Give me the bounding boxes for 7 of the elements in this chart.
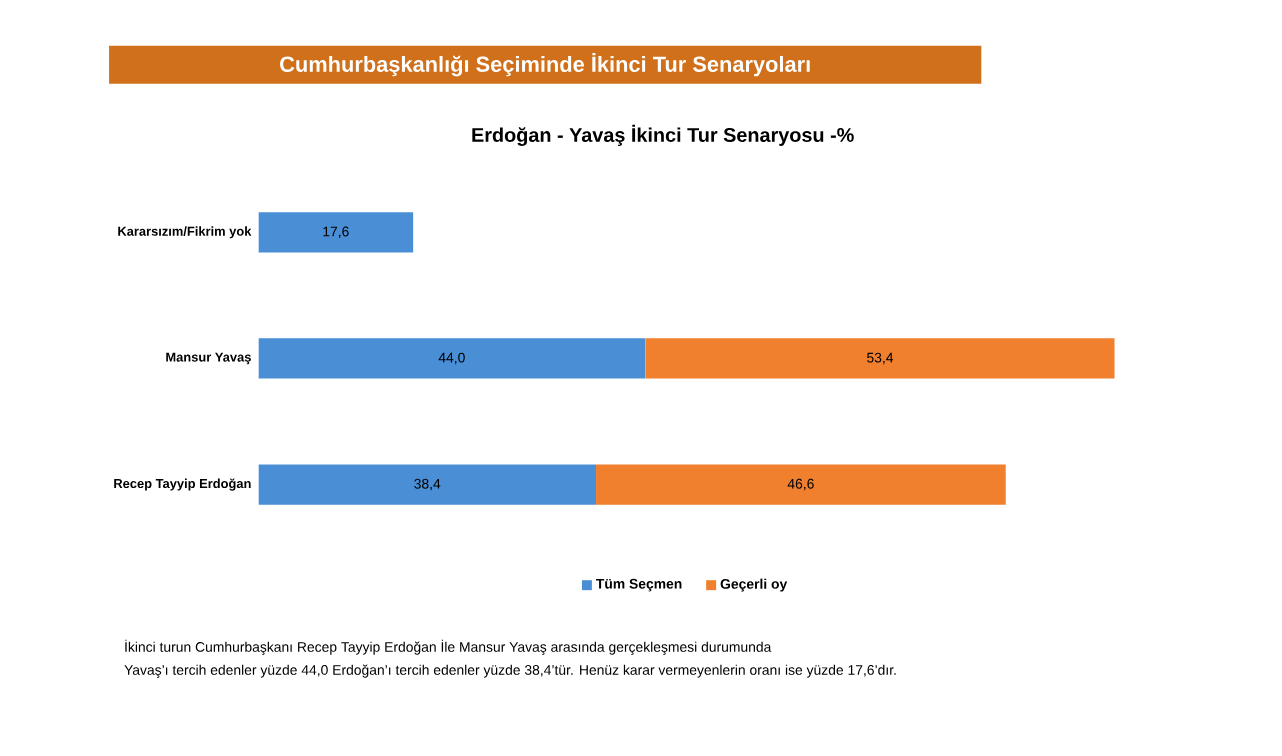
bar (258, 211, 414, 253)
chart-title: Cumhurbaşkanlığı Seçiminde İkinci Tur Senaryoları (280, 52, 810, 77)
bar (645, 337, 1115, 379)
chart-subtitle: Erdoğan - Yavaş İkinci Tur Senaryosu -% (472, 124, 854, 146)
bar (258, 337, 646, 379)
bar (258, 464, 597, 505)
bar (596, 464, 1006, 505)
